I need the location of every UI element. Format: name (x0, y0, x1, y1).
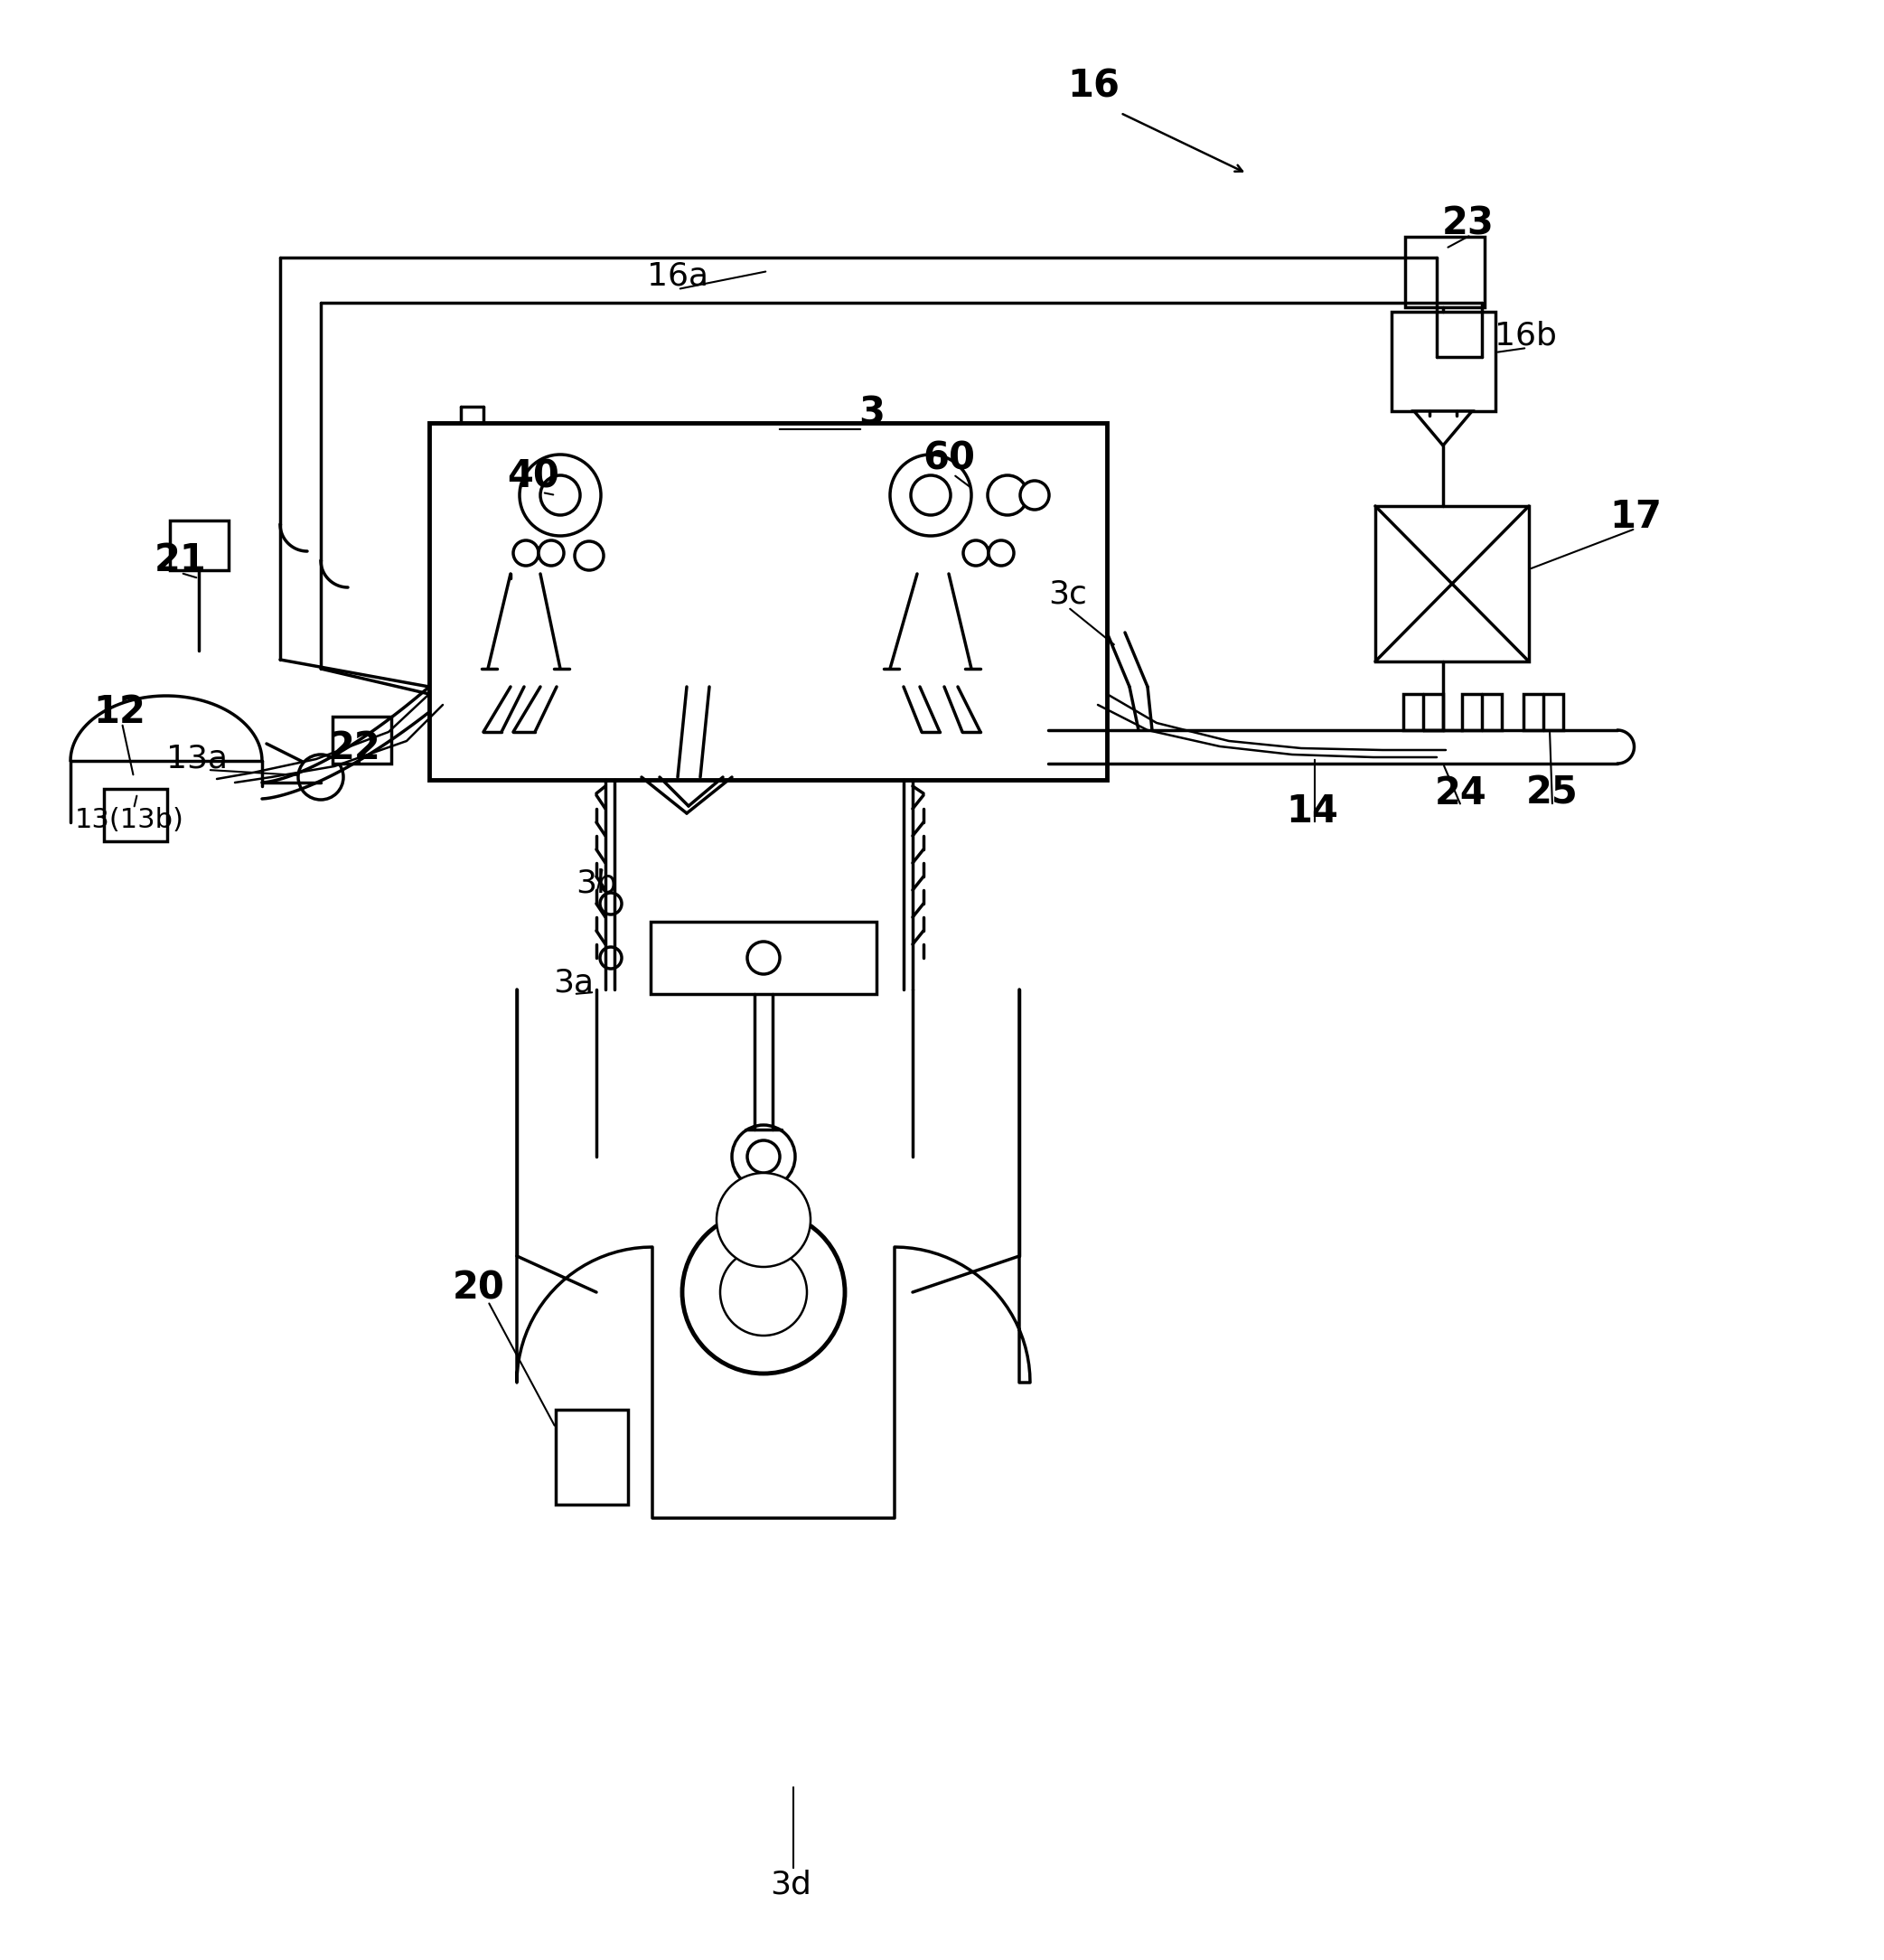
Bar (170, 521, 228, 570)
Text: 12: 12 (92, 694, 145, 731)
Text: 16a: 16a (646, 261, 708, 290)
Bar (104, 788, 168, 841)
Circle shape (512, 541, 539, 566)
Bar (1375, 506, 1530, 661)
Text: 17: 17 (1609, 498, 1662, 535)
Text: 13(13b): 13(13b) (75, 806, 185, 833)
Circle shape (682, 1211, 844, 1374)
Text: 60: 60 (923, 441, 976, 478)
Circle shape (731, 1125, 795, 1188)
Circle shape (748, 1141, 780, 1172)
Circle shape (575, 541, 603, 570)
Bar (1405, 237, 1485, 308)
Polygon shape (1415, 412, 1471, 445)
Circle shape (720, 1249, 806, 1335)
Circle shape (987, 476, 1027, 515)
Circle shape (599, 947, 622, 968)
Text: 3a: 3a (554, 968, 593, 998)
Text: 3d: 3d (771, 1868, 812, 1899)
Text: 24: 24 (1436, 774, 1486, 811)
Text: 14: 14 (1287, 792, 1338, 831)
Bar (332, 717, 392, 764)
Circle shape (963, 541, 989, 566)
Circle shape (1019, 480, 1049, 510)
Text: 3b: 3b (577, 868, 618, 900)
Text: 13a: 13a (166, 743, 228, 774)
Text: 3: 3 (859, 394, 885, 431)
Bar (556, 1409, 627, 1505)
Bar (1404, 694, 1443, 731)
Text: 25: 25 (1526, 774, 1579, 811)
Circle shape (889, 455, 972, 535)
Circle shape (748, 941, 780, 974)
Text: 16b: 16b (1494, 321, 1556, 351)
Text: 40: 40 (507, 459, 560, 496)
Text: 20: 20 (452, 1268, 505, 1307)
Text: 21: 21 (154, 541, 207, 580)
Bar (1462, 694, 1502, 731)
Text: 22: 22 (330, 729, 381, 766)
Circle shape (910, 476, 951, 515)
Circle shape (989, 541, 1014, 566)
Circle shape (541, 476, 580, 515)
Bar (1524, 694, 1564, 731)
Text: 3c: 3c (1049, 580, 1087, 610)
Bar (1392, 312, 1496, 412)
Circle shape (716, 1172, 810, 1266)
Circle shape (520, 455, 601, 535)
Circle shape (298, 755, 343, 800)
Bar (650, 921, 876, 994)
Circle shape (539, 541, 563, 566)
Text: 16: 16 (1066, 67, 1119, 104)
Bar (430, 423, 1108, 780)
Circle shape (599, 894, 622, 915)
Text: 23: 23 (1441, 206, 1494, 243)
